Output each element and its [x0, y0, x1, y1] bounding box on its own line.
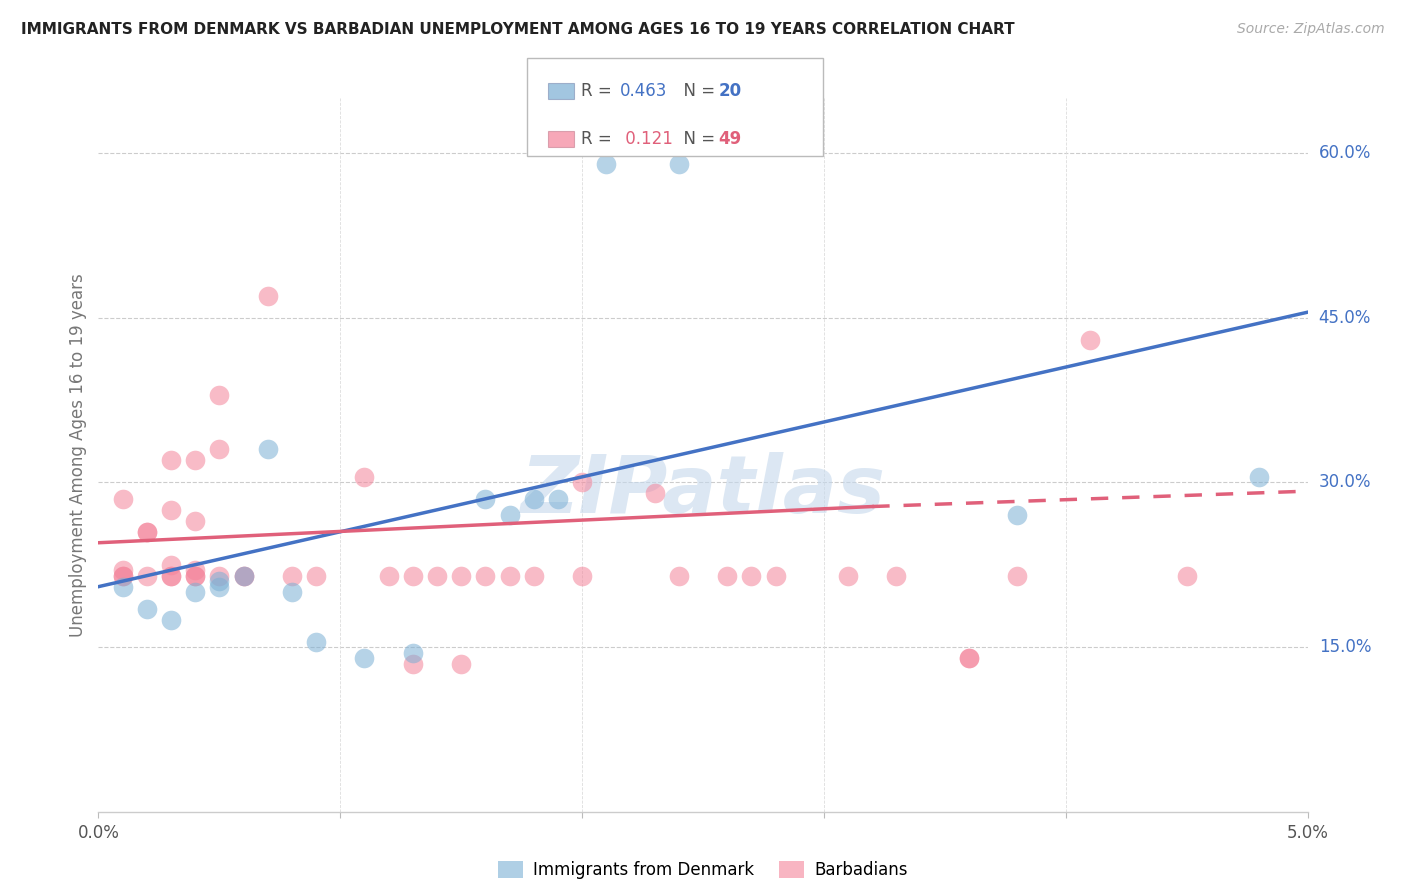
Point: [111, 568, 134, 582]
Point: [160, 613, 183, 627]
Point: [450, 568, 472, 582]
Point: [765, 568, 787, 582]
Legend: Immigrants from Denmark, Barbadians: Immigrants from Denmark, Barbadians: [492, 854, 914, 886]
Point: [402, 568, 425, 582]
Point: [1249, 470, 1271, 484]
Point: [111, 491, 134, 506]
Point: [740, 568, 762, 582]
Text: N =: N =: [673, 130, 721, 148]
Point: [111, 568, 134, 582]
Point: [644, 486, 666, 500]
Point: [160, 558, 183, 572]
Point: [208, 387, 231, 401]
Point: [305, 634, 328, 648]
Text: 20: 20: [718, 82, 741, 100]
Text: 0.121: 0.121: [620, 130, 673, 148]
Point: [184, 563, 207, 577]
Point: [184, 568, 207, 582]
Point: [135, 568, 157, 582]
Text: 30.0%: 30.0%: [1319, 474, 1371, 491]
Point: [498, 508, 520, 523]
Point: [886, 568, 908, 582]
Point: [135, 601, 157, 615]
Point: [160, 503, 183, 517]
Point: [160, 453, 183, 467]
Text: R =: R =: [581, 82, 617, 100]
Point: [135, 524, 157, 539]
Point: [668, 568, 690, 582]
Point: [498, 568, 520, 582]
Point: [571, 568, 593, 582]
Point: [232, 568, 254, 582]
Y-axis label: Unemployment Among Ages 16 to 19 years: Unemployment Among Ages 16 to 19 years: [69, 273, 87, 637]
Text: IMMIGRANTS FROM DENMARK VS BARBADIAN UNEMPLOYMENT AMONG AGES 16 TO 19 YEARS CORR: IMMIGRANTS FROM DENMARK VS BARBADIAN UNE…: [21, 22, 1015, 37]
Point: [160, 568, 183, 582]
Point: [426, 568, 449, 582]
Point: [184, 568, 207, 582]
Point: [256, 442, 278, 457]
Point: [208, 574, 231, 589]
Point: [1175, 568, 1198, 582]
Point: [256, 289, 278, 303]
Text: Source: ZipAtlas.com: Source: ZipAtlas.com: [1237, 22, 1385, 37]
Point: [957, 651, 980, 665]
Point: [377, 568, 399, 582]
Point: [1007, 568, 1029, 582]
Point: [716, 568, 738, 582]
Point: [1078, 333, 1101, 347]
Point: [111, 580, 134, 594]
Point: [305, 568, 328, 582]
Point: [957, 651, 980, 665]
Point: [208, 568, 231, 582]
Point: [523, 568, 546, 582]
Point: [547, 491, 569, 506]
Text: N =: N =: [673, 82, 721, 100]
Point: [474, 491, 496, 506]
Text: 60.0%: 60.0%: [1319, 144, 1371, 162]
Text: 45.0%: 45.0%: [1319, 309, 1371, 326]
Point: [184, 514, 207, 528]
Point: [837, 568, 859, 582]
Text: 15.0%: 15.0%: [1319, 638, 1371, 656]
Point: [111, 563, 134, 577]
Point: [135, 524, 157, 539]
Point: [571, 475, 593, 490]
Point: [402, 657, 425, 671]
Text: R =: R =: [581, 130, 617, 148]
Point: [450, 657, 472, 671]
Point: [595, 157, 617, 171]
Point: [184, 453, 207, 467]
Point: [208, 580, 231, 594]
Point: [208, 442, 231, 457]
Point: [232, 568, 254, 582]
Point: [523, 491, 546, 506]
Point: [232, 568, 254, 582]
Point: [281, 585, 304, 599]
Point: [1007, 508, 1029, 523]
Point: [402, 646, 425, 660]
Point: [184, 585, 207, 599]
Point: [474, 568, 496, 582]
Text: 49: 49: [718, 130, 742, 148]
Text: 0.463: 0.463: [620, 82, 668, 100]
Point: [281, 568, 304, 582]
Point: [353, 470, 375, 484]
Point: [353, 651, 375, 665]
Point: [160, 568, 183, 582]
Point: [668, 157, 690, 171]
Text: ZIPatlas: ZIPatlas: [520, 451, 886, 530]
